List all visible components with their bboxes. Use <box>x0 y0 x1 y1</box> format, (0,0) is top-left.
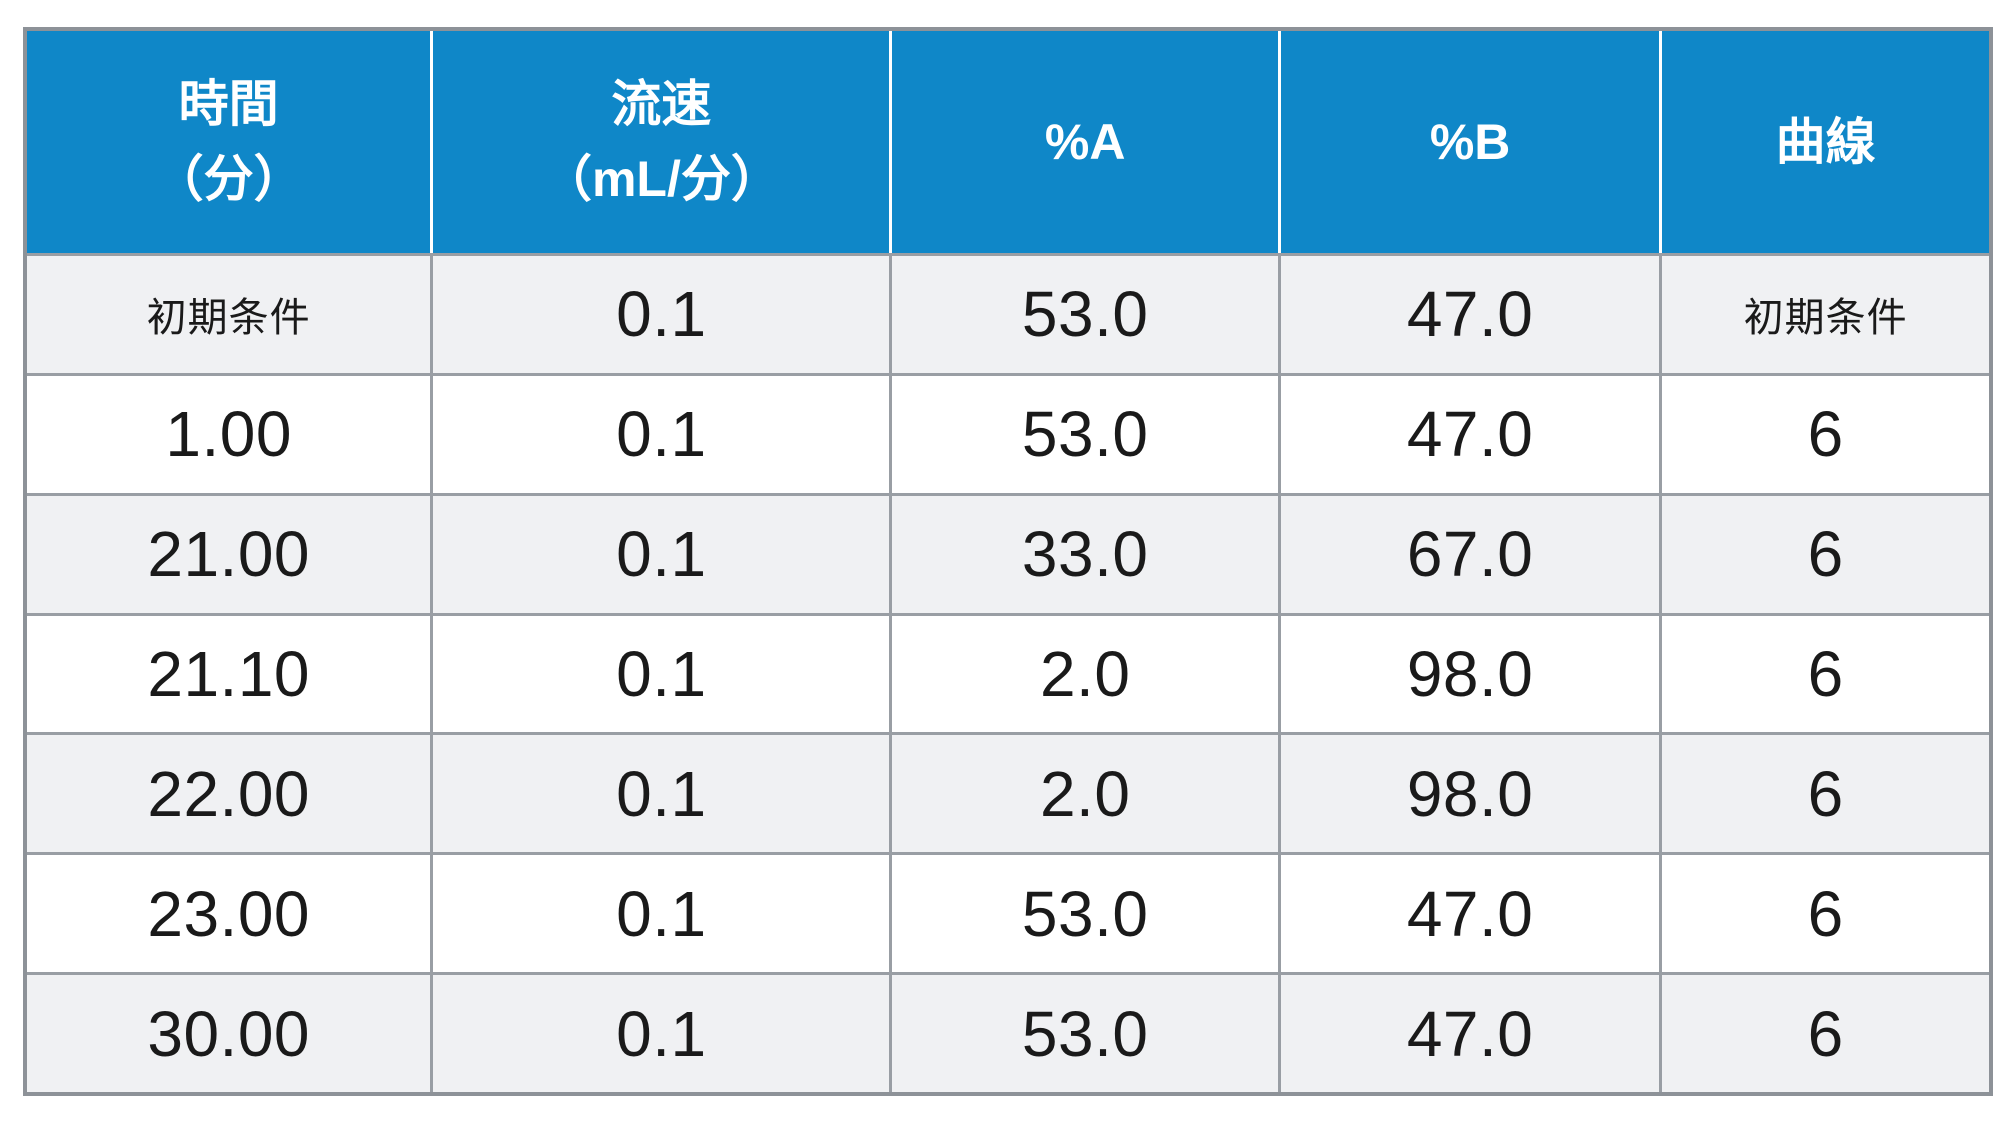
gradient-table: 時間 （分） 流速 （mL/分） %A %B 曲線 初期条件 0.1 53.0 … <box>23 27 1993 1096</box>
cell-time: 21.10 <box>147 638 310 710</box>
header-label-curve: 曲線 <box>1775 113 1876 170</box>
cell-curve: 6 <box>1659 375 1989 493</box>
header-label-time-line1: 時間 <box>178 76 279 132</box>
cell-curve: 6 <box>1659 495 1989 613</box>
cell-time: 22.00 <box>147 757 310 830</box>
cell-curve: 6 <box>1659 735 1989 853</box>
cell-time: 1.00 <box>165 398 292 471</box>
cell-percent-b: 67.0 <box>1277 495 1659 613</box>
cell-curve: 6 <box>1659 975 1989 1093</box>
cell-percent-a: 53.0 <box>889 256 1277 373</box>
cell-percent-a: 2.0 <box>889 615 1277 733</box>
cell-flow: 0.1 <box>430 735 889 853</box>
cell-flow: 0.1 <box>430 975 889 1093</box>
cell-percent-a: 33.0 <box>889 495 1277 613</box>
cell-percent-b: 98.0 <box>1277 615 1659 733</box>
header-label-percent-b: %B <box>1429 113 1511 170</box>
table-row-initial: 初期条件 0.1 53.0 47.0 初期条件 <box>27 253 1989 373</box>
table-row: 23.00 0.1 53.0 47.0 6 <box>27 852 1989 973</box>
table-row: 21.00 0.1 33.0 67.0 6 <box>27 492 1989 613</box>
cell-flow: 0.1 <box>430 855 889 973</box>
header-label-flow-line2: （mL/分） <box>541 151 781 207</box>
cell-percent-a: 53.0 <box>889 975 1277 1093</box>
header-cell-flow-rate: 流速 （mL/分） <box>430 31 889 253</box>
cell-time: 21.00 <box>147 518 310 591</box>
header-label-percent-a: %A <box>1044 113 1126 170</box>
cell-flow: 0.1 <box>430 495 889 613</box>
cell-percent-a: 53.0 <box>889 375 1277 493</box>
header-cell-percent-a: %A <box>889 31 1277 253</box>
table-header-row: 時間 （分） 流速 （mL/分） %A %B 曲線 <box>27 31 1989 253</box>
table-row: 22.00 0.1 2.0 98.0 6 <box>27 732 1989 853</box>
cell-percent-b: 98.0 <box>1277 735 1659 853</box>
header-cell-percent-b: %B <box>1277 31 1659 253</box>
cell-flow: 0.1 <box>430 256 889 373</box>
cell-percent-b: 47.0 <box>1277 975 1659 1093</box>
header-cell-curve: 曲線 <box>1659 31 1989 253</box>
table-row: 1.00 0.1 53.0 47.0 6 <box>27 372 1989 493</box>
header-label-time-line2: （分） <box>153 151 304 207</box>
table-row: 30.00 0.1 53.0 47.0 6 <box>27 972 1989 1093</box>
table-row: 21.10 0.1 2.0 98.0 6 <box>27 612 1989 733</box>
cell-flow: 0.1 <box>430 375 889 493</box>
cell-percent-b: 47.0 <box>1277 375 1659 493</box>
cell-percent-b: 47.0 <box>1277 256 1659 373</box>
cell-time: 30.00 <box>147 997 310 1070</box>
cell-curve: 6 <box>1659 615 1989 733</box>
cell-time: 23.00 <box>147 877 310 950</box>
cell-time: 初期条件 <box>146 296 311 341</box>
cell-percent-a: 53.0 <box>889 855 1277 973</box>
cell-percent-b: 47.0 <box>1277 855 1659 973</box>
cell-curve: 6 <box>1659 855 1989 973</box>
header-label-flow-line1: 流速 <box>611 76 712 132</box>
header-cell-time: 時間 （分） <box>27 31 430 253</box>
cell-percent-a: 2.0 <box>889 735 1277 853</box>
cell-curve: 初期条件 <box>1659 256 1989 373</box>
cell-flow: 0.1 <box>430 615 889 733</box>
